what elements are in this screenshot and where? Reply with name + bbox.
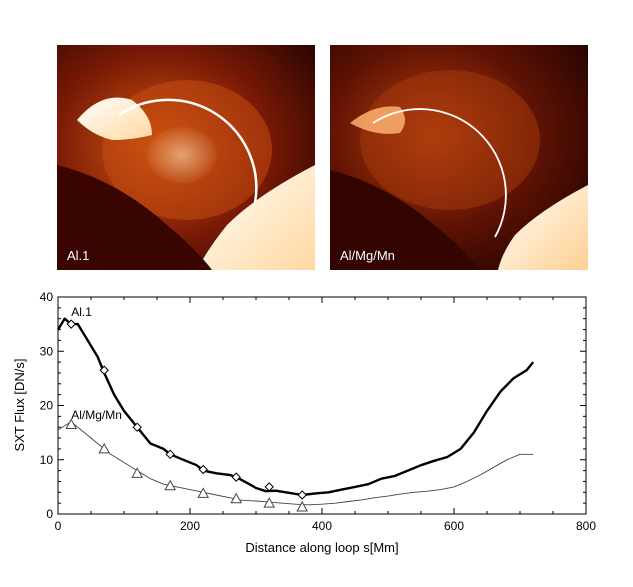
- x-tick-label: 400: [312, 519, 332, 533]
- loop-trace-arc: [118, 98, 258, 204]
- diamond-marker: [66, 319, 76, 329]
- triangle-marker: [65, 418, 78, 429]
- triangle-marker: [230, 492, 243, 504]
- corona-glow: [360, 70, 540, 210]
- series-label-al1: Al.1: [71, 305, 92, 319]
- y-axis-ticks: 0 10 20 30 40: [40, 290, 586, 521]
- panel-label-almgmn: Al/Mg/Mn: [340, 248, 395, 263]
- image-panel-al1: Al.1: [57, 45, 315, 270]
- solar-disk: [57, 165, 212, 270]
- triangle-marker: [263, 497, 276, 508]
- y-tick-label: 20: [40, 399, 54, 413]
- diamond-marker: [231, 472, 241, 482]
- x-axis-ticks: 0 200 400 600 800: [55, 297, 596, 533]
- panel-label-al1: Al.1: [67, 248, 89, 263]
- x-tick-label: 800: [576, 519, 596, 533]
- series-line-al1: [56, 317, 535, 497]
- y-tick-label: 30: [40, 344, 54, 358]
- bright-limb-region: [498, 185, 588, 270]
- x-axis-title: Distance along loop s[Mm]: [245, 540, 398, 555]
- y-tick-label: 10: [40, 453, 54, 467]
- y-tick-label: 40: [40, 290, 54, 304]
- diamond-marker: [165, 449, 175, 460]
- diamond-marker: [132, 422, 142, 432]
- diamond-marker: [264, 482, 274, 492]
- triangle-marker: [296, 500, 309, 512]
- diamond-marker: [297, 490, 307, 500]
- x-tick-label: 600: [444, 519, 464, 533]
- y-axis-title: SXT Flux [DN/s]: [12, 359, 27, 452]
- triangle-marker: [98, 442, 111, 454]
- diamond-marker: [198, 464, 208, 475]
- solar-disk: [330, 170, 480, 270]
- image-panel-almgmn: Al/Mg/Mn: [330, 45, 588, 270]
- x-tick-label: 0: [55, 519, 62, 533]
- triangle-marker: [131, 467, 144, 478]
- series-line-almgmn: [57, 421, 534, 506]
- bright-limb-region: [197, 165, 315, 270]
- loop-trace-arc: [372, 108, 507, 238]
- flux-chart: 0 200 400 600 800 0 10 20 30 40 Al.1 Al/Mg/Mn Dis…: [12, 290, 596, 555]
- diamond-marker: [99, 365, 109, 375]
- y-tick-label: 0: [46, 507, 53, 521]
- series-layer: Al.1 Al/Mg/Mn: [56, 305, 535, 512]
- series-label-almgmn: Al/Mg/Mn: [71, 408, 122, 422]
- x-tick-label: 200: [180, 519, 200, 533]
- triangle-marker: [197, 487, 210, 498]
- plot-frame: [57, 296, 587, 515]
- loop-core-glow: [147, 127, 217, 183]
- triangle-marker: [164, 479, 177, 491]
